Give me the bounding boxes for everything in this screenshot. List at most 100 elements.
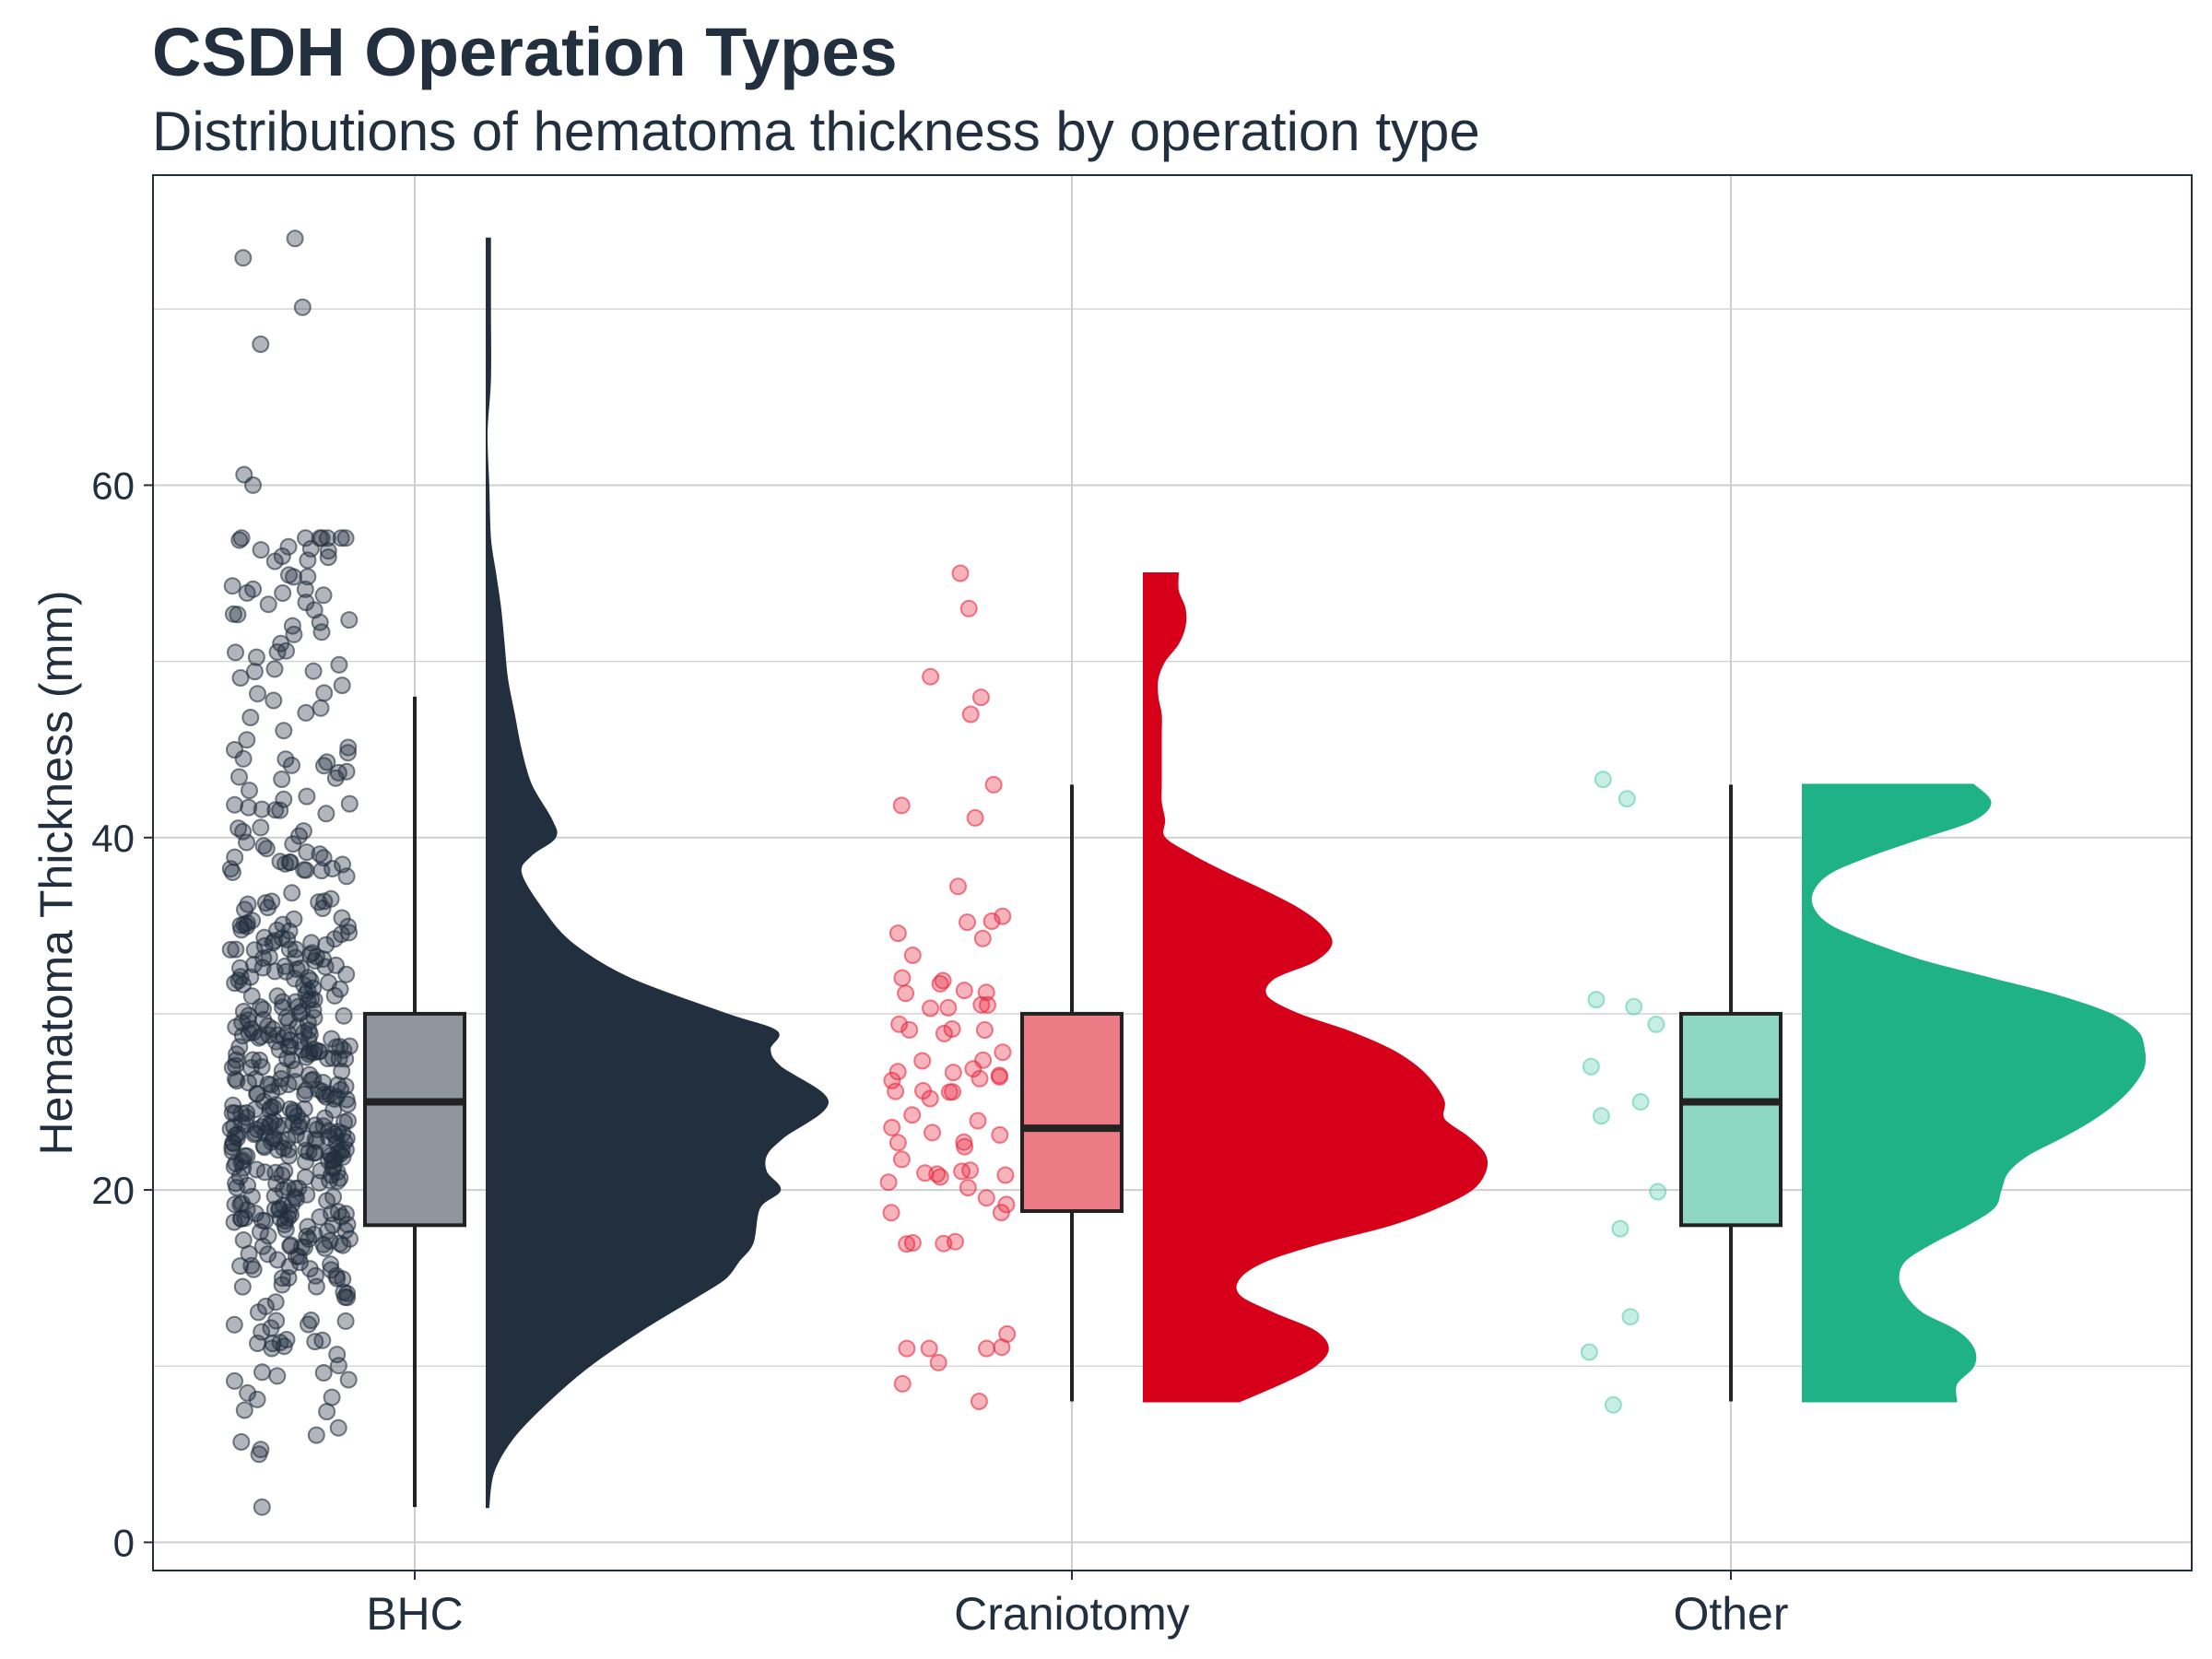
data-point [1580,1343,1598,1361]
data-point [267,1312,286,1330]
data-point [326,769,345,787]
data-point [888,924,907,943]
data-point [882,1204,900,1222]
data-point [1592,1107,1610,1125]
data-point [252,818,270,837]
data-point [994,1043,1012,1062]
data-point [920,1339,938,1358]
data-point [1604,1395,1622,1414]
data-point [339,1371,358,1389]
data-point [300,969,317,987]
data-point [255,1138,274,1157]
data-point [306,1266,324,1285]
data-point [299,551,317,570]
data-point [259,899,277,917]
density-craniotomy [1143,572,1488,1403]
data-point [227,940,245,959]
data-point [307,1426,325,1444]
data-point [887,1082,905,1100]
half-violins [485,237,2147,1509]
x-axis-ticks: BHC Craniotomy Other [366,1571,1789,1640]
data-point [275,1116,293,1135]
data-point [265,691,283,710]
data-point [230,768,248,786]
data-point [234,249,253,267]
data-point [325,986,344,1005]
data-point [304,662,323,680]
data-point [951,564,970,582]
data-point [978,1339,995,1358]
data-point [336,1312,355,1330]
data-point [276,1162,294,1181]
y-tick-label: 40 [91,817,135,860]
data-point [241,709,260,726]
data-point [315,684,334,702]
data-point [245,663,264,681]
data-point [240,1074,257,1092]
boxplots [363,696,1783,1508]
data-point [257,840,276,858]
data-point [253,1363,271,1382]
box-iqr [363,1011,466,1228]
data-point [251,1223,269,1241]
box-iqr [1020,1011,1124,1214]
data-point [252,541,270,559]
data-point [333,677,351,695]
data-point [297,594,315,612]
data-point [1618,790,1636,808]
data-point [250,1445,268,1464]
data-point [226,848,244,866]
box-iqr [1679,1011,1783,1228]
data-point [924,1124,941,1142]
data-point [892,1150,911,1169]
data-point [255,1163,274,1182]
data-point [231,916,250,935]
data-point [922,999,939,1018]
data-point [281,853,300,871]
data-point [339,738,358,757]
data-point [291,1253,309,1272]
data-point [249,685,266,703]
data-point [275,1139,293,1158]
data-point [323,1388,341,1406]
data-point [315,757,333,775]
chart-subtitle: Distributions of hematoma thickness by o… [152,100,1480,162]
data-point [971,688,990,707]
data-point [283,884,301,902]
data-point [971,1069,989,1088]
data-point [914,1082,932,1100]
data-point [232,1153,251,1171]
data-point [336,1221,355,1240]
data-point [336,529,355,547]
data-point [293,298,312,316]
data-point [890,1015,909,1033]
data-point [879,1173,898,1192]
data-point [975,1021,994,1039]
data-point [268,1251,287,1269]
data-point [268,1117,287,1135]
data-point [337,1129,356,1147]
data-point [308,1132,326,1150]
data-point [888,1063,907,1081]
data-point [318,1403,336,1421]
y-tick-label: 60 [91,464,135,507]
y-axis-label: Hematoma Thickness (mm) [30,590,82,1155]
data-point [259,595,277,614]
data-point [304,1070,323,1088]
data-point [322,889,340,908]
data-point [1621,1308,1640,1326]
data-point [322,1166,340,1184]
data-point [339,917,358,935]
data-point [238,731,256,749]
data-point [240,798,258,817]
data-point [970,1393,988,1410]
data-point [285,568,303,586]
data-point [225,1315,243,1334]
data-point [883,1071,901,1089]
data-point [898,1339,916,1358]
data-point [239,1383,257,1402]
data-point [274,584,292,602]
data-point [993,1338,1011,1357]
data-point [238,583,256,602]
